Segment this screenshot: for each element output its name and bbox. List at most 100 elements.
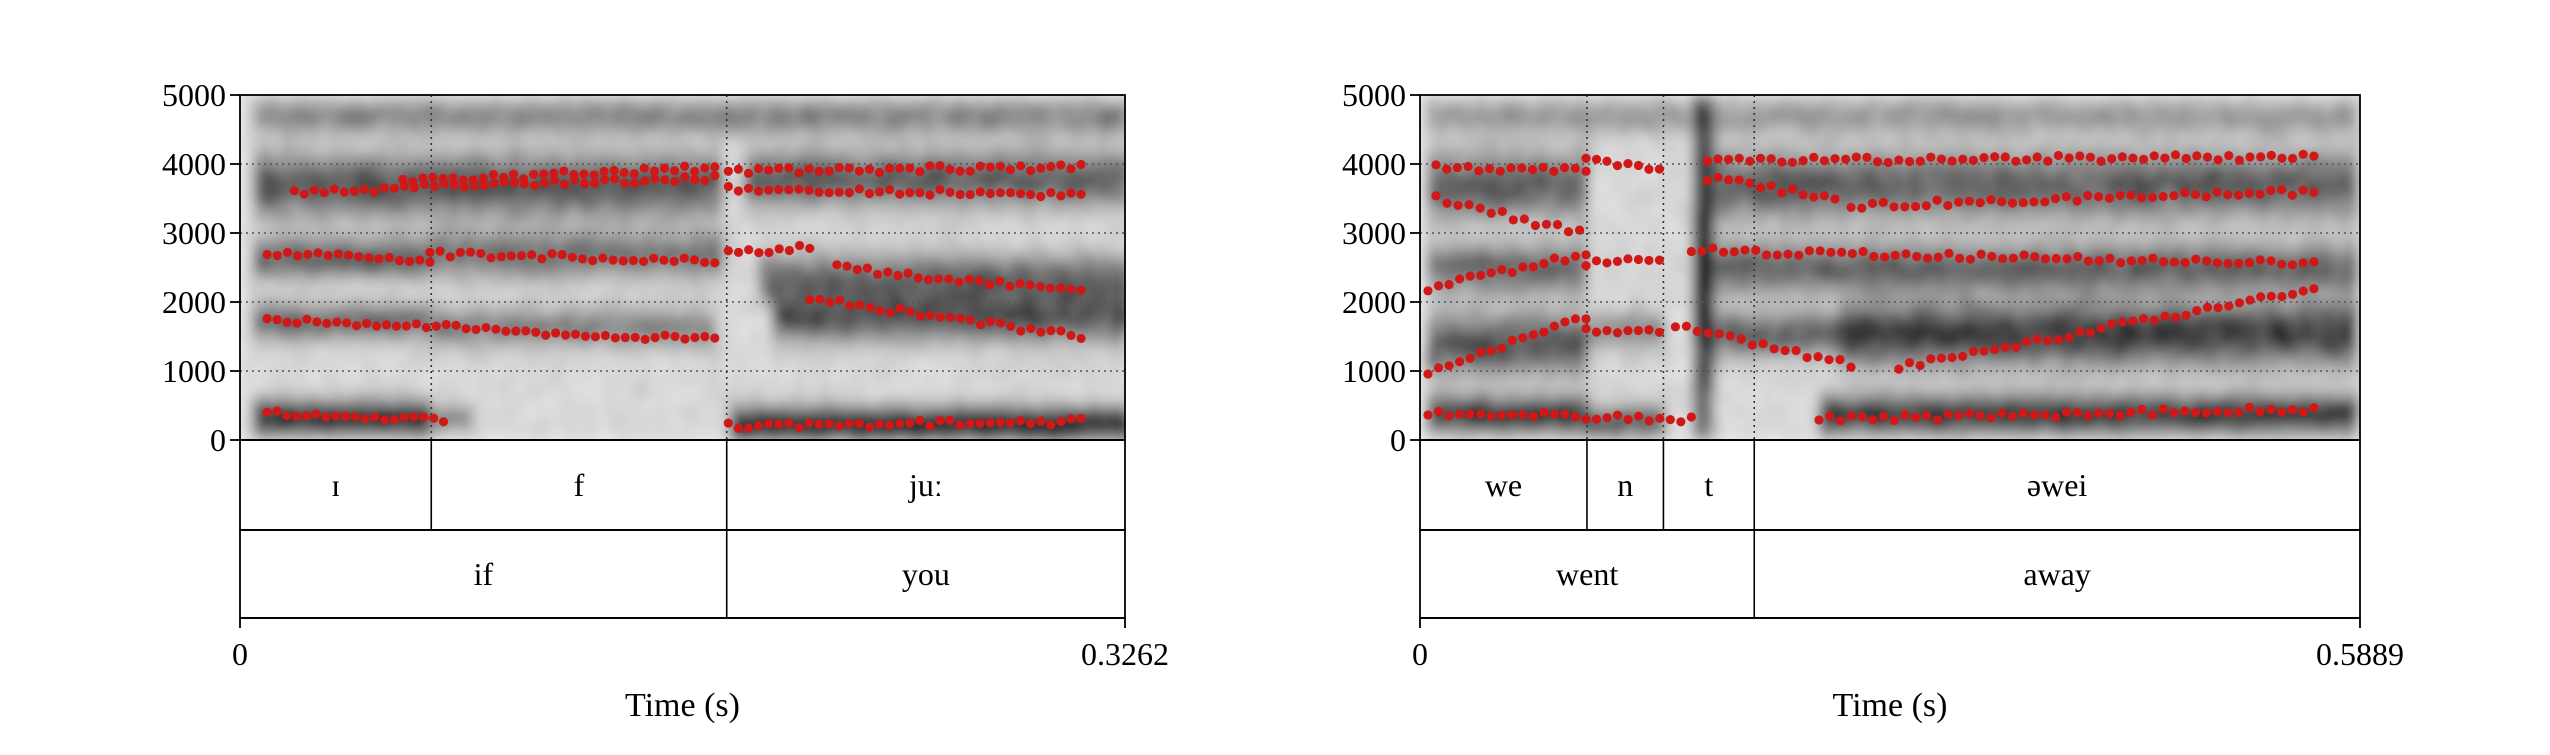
formant-point	[303, 250, 312, 259]
formant-point	[599, 167, 608, 176]
formant-point	[2008, 198, 2017, 207]
formant-point	[619, 256, 628, 265]
formant-point	[2159, 192, 2168, 201]
formant-point	[754, 421, 763, 430]
formant-point	[2277, 260, 2286, 269]
x-axis-label: Time (s)	[1833, 687, 1948, 724]
formant-point	[263, 250, 272, 259]
formant-point	[374, 254, 383, 263]
x-tick-label: 0	[232, 636, 248, 672]
formant-point	[1767, 181, 1776, 190]
formant-point	[1539, 259, 1548, 268]
formant-point	[481, 323, 490, 332]
formant-point	[710, 171, 719, 180]
formant-point	[1496, 167, 1505, 176]
formant-point	[392, 321, 401, 330]
formant-point	[409, 412, 418, 421]
formant-point	[442, 320, 451, 329]
formant-point	[1990, 345, 1999, 354]
formant-point	[2052, 254, 2061, 263]
formant-point	[1724, 175, 1733, 184]
formant-point	[312, 410, 321, 419]
formant-point	[1509, 215, 1518, 224]
formant-point	[2182, 154, 2191, 163]
formant-point	[1529, 330, 1538, 339]
formant-point	[1046, 326, 1055, 335]
formant-point	[521, 326, 530, 335]
formant-point	[490, 178, 499, 187]
formant-point	[2299, 150, 2308, 159]
formant-point	[620, 179, 629, 188]
formant-point	[754, 248, 763, 257]
formant-point	[1455, 274, 1464, 283]
formant-point	[1529, 262, 1538, 271]
formant-point	[1016, 161, 1025, 170]
formant-point	[2073, 408, 2082, 417]
formant-point	[2030, 252, 2039, 261]
formant-point	[2182, 311, 2191, 320]
formant-point	[1623, 159, 1632, 168]
formant-point	[402, 321, 411, 330]
formant-point	[1869, 252, 1878, 261]
formant-point	[2107, 154, 2116, 163]
formant-point	[1676, 417, 1685, 426]
formant-point	[581, 332, 590, 341]
formant-point	[2075, 327, 2084, 336]
formant-point	[2094, 409, 2103, 418]
formant-point	[1868, 415, 1877, 424]
formant-point	[640, 177, 649, 186]
formant-point	[1820, 191, 1829, 200]
formant-point	[2191, 255, 2200, 264]
formant-point	[825, 419, 834, 428]
formant-point	[2191, 408, 2200, 417]
formant-point	[2235, 298, 2244, 307]
formant-point	[832, 260, 841, 269]
formant-point	[282, 318, 291, 327]
formant-point	[1571, 252, 1580, 261]
formant-point	[1602, 258, 1611, 267]
formant-point	[312, 317, 321, 326]
formant-point	[1016, 189, 1025, 198]
formant-point	[1798, 190, 1807, 199]
formant-point	[459, 176, 468, 185]
formant-point	[497, 252, 506, 261]
formant-point	[2288, 191, 2297, 200]
formant-point	[945, 165, 954, 174]
formant-point	[2288, 260, 2297, 269]
formant-point	[1066, 414, 1075, 423]
formant-point	[956, 167, 965, 176]
formant-point	[966, 315, 975, 324]
formant-point	[966, 419, 975, 428]
formant-point	[976, 320, 985, 329]
formant-point	[1894, 155, 1903, 164]
formant-point	[1624, 415, 1633, 424]
formant-point	[1553, 220, 1562, 229]
formant-point	[1911, 413, 1920, 422]
formant-point	[650, 166, 659, 175]
formant-point	[1076, 286, 1085, 295]
formant-point	[2213, 258, 2222, 267]
formant-point	[1798, 156, 1807, 165]
formant-point	[2043, 336, 2052, 345]
formant-point	[1056, 326, 1065, 335]
formant-point	[2073, 252, 2082, 261]
formant-point	[1682, 322, 1691, 331]
formant-point	[1666, 415, 1675, 424]
formant-point	[1901, 249, 1910, 258]
formant-point	[1890, 416, 1899, 425]
formant-point	[2051, 194, 2060, 203]
formant-point	[2115, 191, 2124, 200]
formant-point	[600, 175, 609, 184]
formant-point	[1816, 246, 1825, 255]
formant-point	[2299, 186, 2308, 195]
formant-point	[2255, 407, 2264, 416]
formant-point	[724, 246, 733, 255]
formant-point	[2054, 335, 2063, 344]
formant-point	[2299, 286, 2308, 295]
formant-point	[2029, 197, 2038, 206]
formant-point	[2245, 258, 2254, 267]
formant-point	[935, 185, 944, 194]
interval-label: f	[574, 467, 585, 503]
formant-point	[1581, 154, 1590, 163]
formant-point	[610, 166, 619, 175]
